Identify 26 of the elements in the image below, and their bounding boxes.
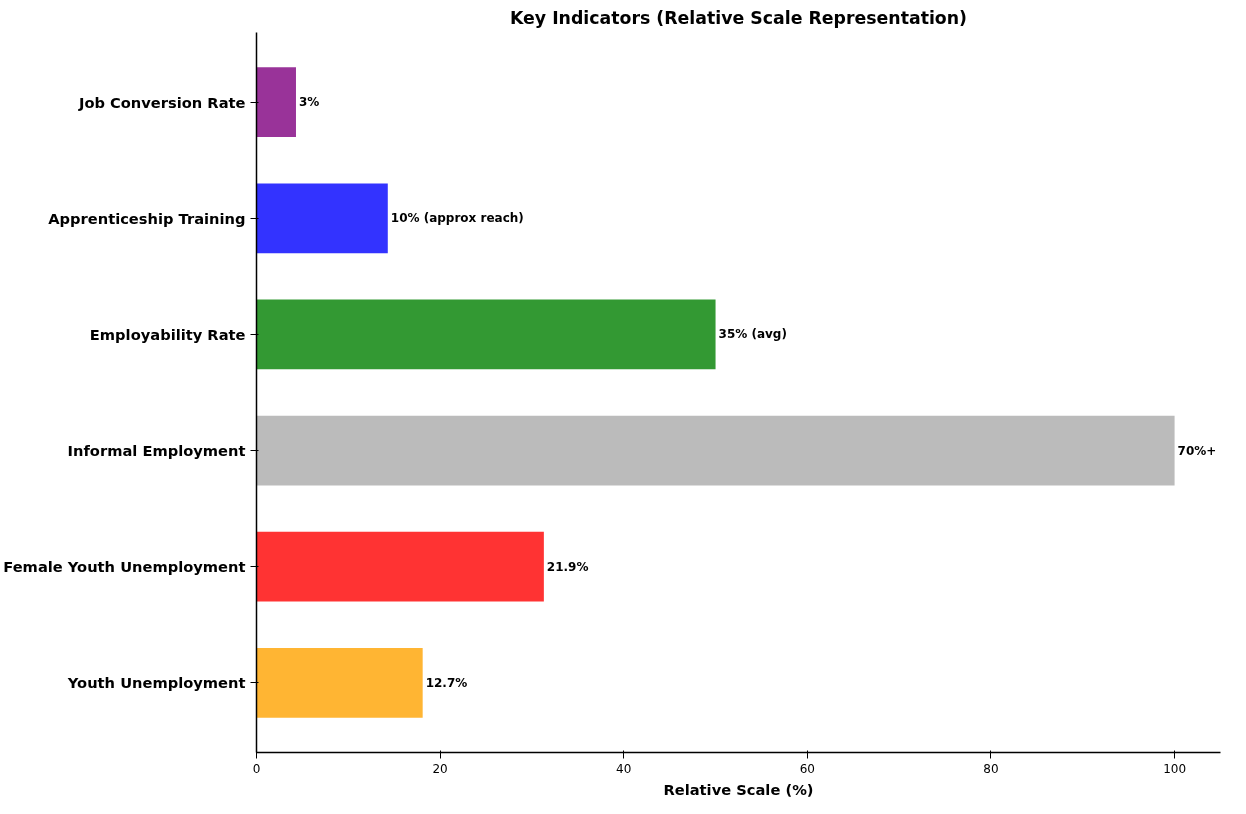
x-tick-label: 60	[799, 761, 815, 776]
annotation: 10% (approx reach)	[390, 211, 524, 226]
annotation: 70%+	[1177, 443, 1217, 458]
chart-title: Key Indicators (Relative Scale Representation)	[509, 7, 968, 28]
bar	[256, 531, 544, 602]
y-tick-label: Youth Unemployment	[66, 674, 246, 692]
y-tick-label: Informal Employment	[67, 442, 246, 460]
y-tick-label: Apprenticeship Training	[48, 209, 246, 227]
x-axis-title: Relative Scale (%)	[663, 780, 814, 798]
bar	[256, 299, 716, 370]
annotation: 35% (avg)	[718, 327, 787, 342]
x-tick-label: 20	[432, 761, 448, 776]
x-tick-label: 40	[616, 761, 632, 776]
x-tick-label: 80	[983, 761, 999, 776]
bar	[256, 647, 423, 718]
annotation: 21.9%	[546, 559, 589, 574]
annotation: 12.7%	[425, 675, 468, 690]
y-tick-label: Job Conversion Rate	[77, 93, 246, 111]
bar	[256, 183, 388, 254]
y-tick-label: Employability Rate	[89, 325, 246, 343]
x-tick-label: 100	[1163, 761, 1187, 776]
y-tick-label: Female Youth Unemployment	[3, 558, 246, 576]
x-tick-label: 0	[252, 761, 261, 776]
bar	[256, 415, 1175, 486]
bar	[256, 67, 296, 138]
annotation: 3%	[298, 95, 320, 110]
